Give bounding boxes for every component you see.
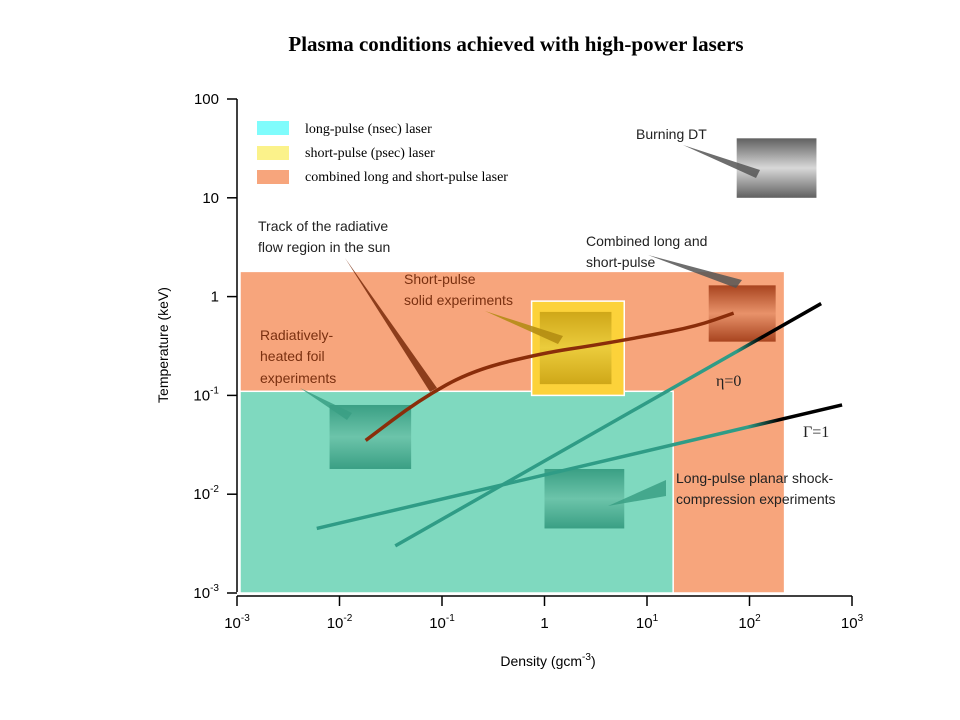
curve-gamma-one xyxy=(316,403,843,531)
legend-label-long-pulse: long-pulse (nsec) laser xyxy=(305,122,432,137)
x-tick-label: 1 xyxy=(540,615,548,632)
y-axis-label: Temperature (keV) xyxy=(155,287,171,403)
curve-eta-zero xyxy=(394,302,823,548)
annotation-radiative-foil: Radiatively- heated foil experiments xyxy=(260,327,337,386)
pointer-long-pulse-shock xyxy=(608,480,666,506)
y-tick-label: 100 xyxy=(194,91,219,108)
y-tick-label: 1 xyxy=(211,289,219,306)
chart-title: Plasma conditions achieved with high-pow… xyxy=(288,32,744,56)
annotation-eta: η=0 xyxy=(716,373,741,390)
y-tick-label: 10 xyxy=(202,190,219,207)
pointer-short-pulse-solid xyxy=(485,311,563,344)
marker-long-pulse-planar-shock-compression-experiments xyxy=(544,468,625,529)
x-tick-label: 102 xyxy=(738,613,761,632)
pointer-radiative-foil xyxy=(300,388,352,420)
legend-swatch-long-pulse xyxy=(257,121,289,135)
legend-label-short-pulse: short-pulse (psec) laser xyxy=(305,146,435,161)
pointer-combined xyxy=(648,255,742,288)
annotation-sun-track: Track of the radiative flow region in th… xyxy=(258,218,392,255)
annotation-burning-dt: Burning DT xyxy=(636,126,707,142)
x-axis-label: Density (gcm-3) xyxy=(500,652,595,669)
pointer-burning-dt xyxy=(683,145,760,178)
legend-label-combined: combined long and short-pulse laser xyxy=(305,170,508,185)
x-tick-label: 10-2 xyxy=(327,613,353,632)
pointer-sun-track xyxy=(345,258,437,392)
x-tick-label: 10-3 xyxy=(224,613,250,632)
curve-sun-track xyxy=(364,311,735,442)
marker-combined-long-and-short-pulse xyxy=(708,285,776,342)
annotation-short-pulse-solid: Short-pulse solid experiments xyxy=(404,271,513,308)
annotation-long-pulse-shock: Long-pulse planar shock- compression exp… xyxy=(676,470,837,507)
x-tick-label: 10-1 xyxy=(429,613,455,632)
x-tick-label: 103 xyxy=(841,613,864,632)
y-tick-label: 10-3 xyxy=(193,583,219,602)
legend: long-pulse (nsec) laser short-pulse (pse… xyxy=(257,121,508,185)
legend-swatch-combined xyxy=(257,170,289,184)
annotation-gamma: Γ=1 xyxy=(803,424,829,441)
annotation-combined: Combined long and short-pulse xyxy=(586,233,711,270)
legend-swatch-short-pulse xyxy=(257,146,289,160)
x-tick-label: 101 xyxy=(636,613,659,632)
y-tick-label: 10-2 xyxy=(193,484,219,503)
y-tick-label: 10-1 xyxy=(193,385,219,404)
